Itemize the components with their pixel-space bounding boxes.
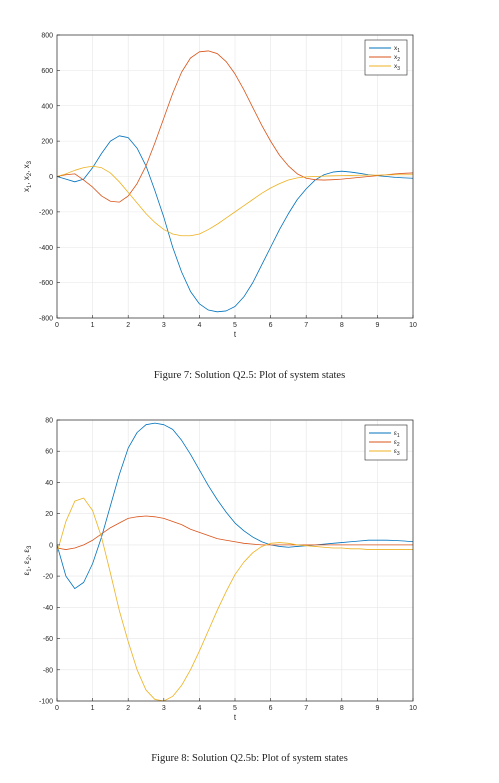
x-tick-label: 0 bbox=[55, 705, 59, 712]
y-tick-label: 600 bbox=[41, 68, 53, 75]
legend-label-x1: x1 bbox=[394, 45, 400, 54]
x-tick-label: 2 bbox=[126, 705, 130, 712]
y-tick-label: 80 bbox=[45, 418, 53, 425]
legend-label-ε1: ε1 bbox=[394, 430, 400, 439]
x-tick-label: 7 bbox=[304, 322, 308, 329]
y-tick-label: 200 bbox=[41, 139, 53, 146]
x-tick-label: 1 bbox=[91, 705, 95, 712]
x-tick-label: 1 bbox=[91, 322, 95, 329]
figure-8: 0 1 2 3 4 5 6 7 8 9 10 -100 -80 -60 -40 -20 0 20 40 60 80 t ε1… bbox=[0, 405, 499, 725]
y-axis-label: ε1, ε2, ε3 bbox=[22, 545, 33, 575]
legend-label-ε3: ε3 bbox=[394, 448, 400, 457]
x-tick-label: 10 bbox=[409, 322, 417, 329]
x-axis-label: t bbox=[234, 330, 237, 339]
y-tick-label: 800 bbox=[41, 33, 53, 40]
legend-label-x2: x2 bbox=[394, 54, 400, 63]
y-tick-label: 20 bbox=[45, 511, 53, 518]
y-tick-label: -60 bbox=[43, 636, 53, 643]
x-tick-label: 0 bbox=[55, 322, 59, 329]
x-tick-label: 4 bbox=[197, 322, 201, 329]
x-tick-label: 10 bbox=[409, 705, 417, 712]
x-tick-label: 4 bbox=[197, 705, 201, 712]
series-line-ε1 bbox=[56, 422, 414, 589]
legend-box bbox=[364, 424, 408, 461]
y-tick-label: 0 bbox=[49, 174, 53, 181]
x-tick-label: 2 bbox=[126, 322, 130, 329]
x-tick-label: 3 bbox=[162, 322, 166, 329]
y-tick-label: -100 bbox=[39, 699, 53, 706]
series-line-ε3 bbox=[56, 497, 413, 702]
y-tick-label: -20 bbox=[43, 574, 53, 581]
y-tick-label: 0 bbox=[49, 542, 53, 549]
x-tick-label: 6 bbox=[269, 705, 273, 712]
series-line-x2 bbox=[56, 50, 414, 203]
y-tick-label: 400 bbox=[41, 103, 53, 110]
y-tick-label: -600 bbox=[39, 280, 53, 287]
y-axis-label: x1, x2, x3 bbox=[22, 160, 33, 192]
y-tick-label: 40 bbox=[45, 480, 53, 487]
y-tick-label: -400 bbox=[39, 245, 53, 252]
x-tick-label: 5 bbox=[233, 322, 237, 329]
y-tick-label: -800 bbox=[39, 316, 53, 323]
series-line-x1 bbox=[56, 135, 414, 313]
figure-7: 0 1 2 3 4 5 6 7 8 9 10 -800 -600 -400 -200 0 200 400 600 80… bbox=[0, 0, 499, 360]
x-tick-label: 3 bbox=[162, 705, 166, 712]
y-tick-label: -200 bbox=[39, 209, 53, 216]
legend-label-ε2: ε2 bbox=[394, 439, 400, 448]
legend-label-x3: x3 bbox=[394, 63, 400, 72]
x-tick-label: 9 bbox=[375, 705, 379, 712]
x-tick-label: 6 bbox=[269, 322, 273, 329]
x-tick-label: 8 bbox=[340, 705, 344, 712]
legend-box bbox=[364, 39, 408, 76]
chart-states-epsilon: 0 1 2 3 4 5 6 7 8 9 10 -100 -80 -60 -40 -20 0 20 40 60 80 t ε1… bbox=[22, 418, 417, 723]
series-line-ε2 bbox=[56, 515, 413, 550]
figure-7-caption: Figure 7: Solution Q2.5: Plot of system … bbox=[153, 370, 346, 381]
y-tick-label: -40 bbox=[43, 605, 53, 612]
y-tick-label: -80 bbox=[43, 667, 53, 674]
x-tick-label: 8 bbox=[340, 322, 344, 329]
x-tick-label: 9 bbox=[375, 322, 379, 329]
figure-8-caption: Figure 8: Solution Q2.5b: Plot of system… bbox=[151, 753, 348, 764]
chart-states-x: 0 1 2 3 4 5 6 7 8 9 10 -800 -600 -400 -200 0 200 400 600 80… bbox=[22, 33, 417, 340]
series-line-x3 bbox=[56, 165, 413, 237]
x-axis-label: t bbox=[234, 713, 237, 722]
x-tick-label: 5 bbox=[233, 705, 237, 712]
x-tick-label: 7 bbox=[304, 705, 308, 712]
y-tick-label: 60 bbox=[45, 449, 53, 456]
